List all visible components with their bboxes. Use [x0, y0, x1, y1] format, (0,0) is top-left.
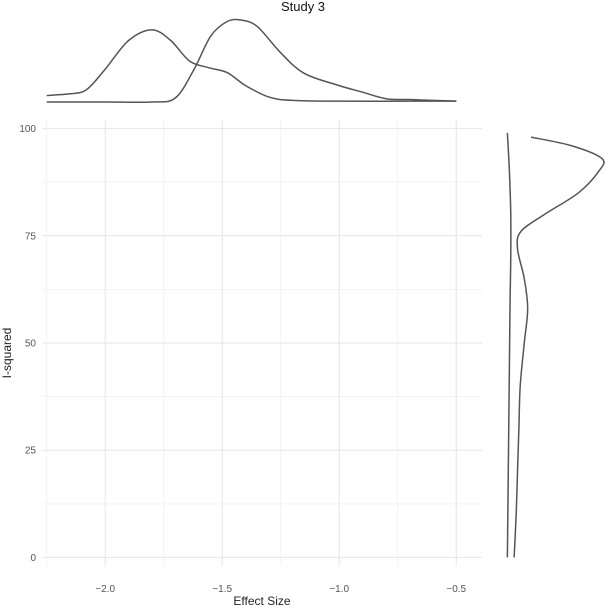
y-tick-label: 100 — [19, 124, 36, 135]
top-density-panel — [46, 18, 457, 104]
x-tick-label: −1.5 — [212, 584, 232, 595]
chart-title: Study 3 — [281, 0, 325, 14]
right-density-curve-1 — [513, 136, 605, 558]
x-tick-label: −0.5 — [446, 584, 466, 595]
right-density-curve-2 — [506, 132, 512, 558]
y-tick-label: 0 — [30, 553, 36, 564]
y-tick-label: 75 — [25, 231, 37, 242]
major-gridlines — [42, 120, 482, 566]
x-axis-ticks: −2.0 −1.5 −1.0 −0.5 — [95, 584, 466, 595]
y-axis-label: I-squared — [0, 328, 14, 379]
top-density-curve-2 — [46, 18, 457, 104]
x-tick-label: −1.0 — [329, 584, 349, 595]
y-tick-label: 50 — [25, 339, 37, 350]
top-density-curve-1 — [46, 29, 457, 102]
x-tick-label: −2.0 — [95, 584, 115, 595]
y-tick-label: 25 — [25, 446, 37, 457]
x-axis-label: Effect Size — [233, 594, 290, 608]
right-density-panel — [506, 132, 605, 558]
y-axis-ticks: 0 25 50 75 100 — [19, 124, 36, 564]
main-scatter-panel: −2.0 −1.5 −1.0 −0.5 0 25 50 75 100 — [19, 120, 482, 595]
